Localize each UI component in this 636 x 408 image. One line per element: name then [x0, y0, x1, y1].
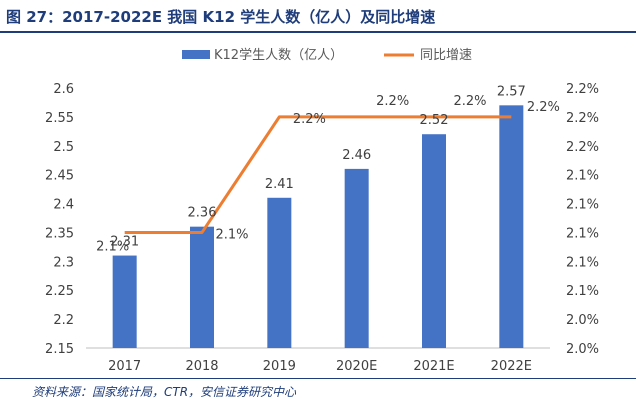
bar: [422, 134, 446, 348]
legend-line-label: 同比增速: [420, 48, 472, 63]
x-tick-label: 2022E: [491, 359, 532, 374]
bar: [112, 255, 137, 348]
left-tick-label: 2.25: [45, 284, 74, 299]
right-tick-label: 2.1%: [566, 198, 599, 213]
bar: [267, 197, 292, 348]
bar: [499, 105, 524, 348]
right-tick-label: 2.1%: [566, 255, 599, 270]
right-tick-label: 2.2%: [566, 140, 599, 155]
bar-value-label: 2.57: [497, 84, 526, 99]
bar-value-label: 2.31: [110, 235, 139, 250]
x-tick-label: 2021E: [413, 359, 454, 374]
line-value-label: 2.2%: [293, 112, 326, 127]
x-tick-label: 2019: [263, 359, 296, 374]
legend-bar-swatch: [182, 50, 210, 59]
figure-title: 图 27：2017-2022E 我国 K12 学生人数（亿人）及同比增速: [6, 8, 436, 26]
line-value-label: 2.1%: [215, 227, 248, 242]
bar-series: [112, 105, 524, 348]
right-tick-label: 2.0%: [566, 342, 599, 357]
chart: K12学生人数（亿人） 同比增速 2.15 2.2 2.25 2.3 2.35 2.4 2.4…: [45, 47, 599, 374]
left-tick-label: 2.2: [53, 313, 74, 328]
source-note: 资料来源：国家统计局，CTR，安信证券研究中心: [32, 385, 297, 399]
right-tick-label: 2.2%: [566, 111, 599, 126]
bar-value-label: 2.46: [342, 148, 371, 163]
right-y-axis: 2.0% 2.0% 2.1% 2.1% 2.1% 2.1% 2.1% 2.2% 2.2% 2.2%: [566, 82, 599, 357]
legend: K12学生人数（亿人） 同比增速: [182, 47, 472, 63]
line-series: [124, 115, 512, 234]
title-divider: [0, 31, 636, 33]
source-divider: [0, 378, 636, 379]
legend-bar-label: K12学生人数（亿人）: [214, 47, 343, 63]
left-tick-label: 2.45: [45, 169, 74, 184]
line-value-label: 2.1%: [96, 239, 129, 254]
left-tick-label: 2.6: [53, 82, 74, 97]
line-value-label: 2.2%: [376, 94, 409, 109]
left-tick-label: 2.5: [53, 140, 74, 155]
x-axis: 2017 2018 2019 2020E 2021E 2022E: [86, 347, 550, 374]
left-tick-label: 2.4: [53, 198, 74, 213]
x-tick-label: 2017: [108, 359, 141, 374]
right-tick-label: 2.2%: [566, 82, 599, 97]
right-tick-label: 2.0%: [566, 313, 599, 328]
bar: [344, 168, 369, 348]
line-value-label: 2.2%: [527, 100, 560, 115]
right-tick-label: 2.1%: [566, 169, 599, 184]
bar-value-label: 2.36: [188, 206, 217, 221]
bar-value-label: 2.52: [420, 113, 449, 128]
x-tick-label: 2018: [185, 359, 218, 374]
left-tick-label: 2.55: [45, 111, 74, 126]
left-y-axis: 2.15 2.2 2.25 2.3 2.35 2.4 2.45 2.5 2.55 2.6: [45, 82, 74, 357]
line-value-label: 2.2%: [453, 94, 486, 109]
left-tick-label: 2.3: [53, 255, 74, 270]
right-tick-label: 2.1%: [566, 284, 599, 299]
x-tick-label: 2020E: [336, 359, 377, 374]
data-labels: 2.31 2.36 2.41 2.46 2.52 2.57 2.1% 2.1% 2.2% 2.2%…: [96, 84, 560, 254]
left-tick-label: 2.35: [45, 226, 74, 241]
left-tick-label: 2.15: [45, 342, 74, 357]
right-tick-label: 2.1%: [566, 226, 599, 241]
growth-line: [124, 115, 512, 234]
bar: [190, 226, 214, 348]
bar-value-label: 2.41: [265, 177, 294, 192]
